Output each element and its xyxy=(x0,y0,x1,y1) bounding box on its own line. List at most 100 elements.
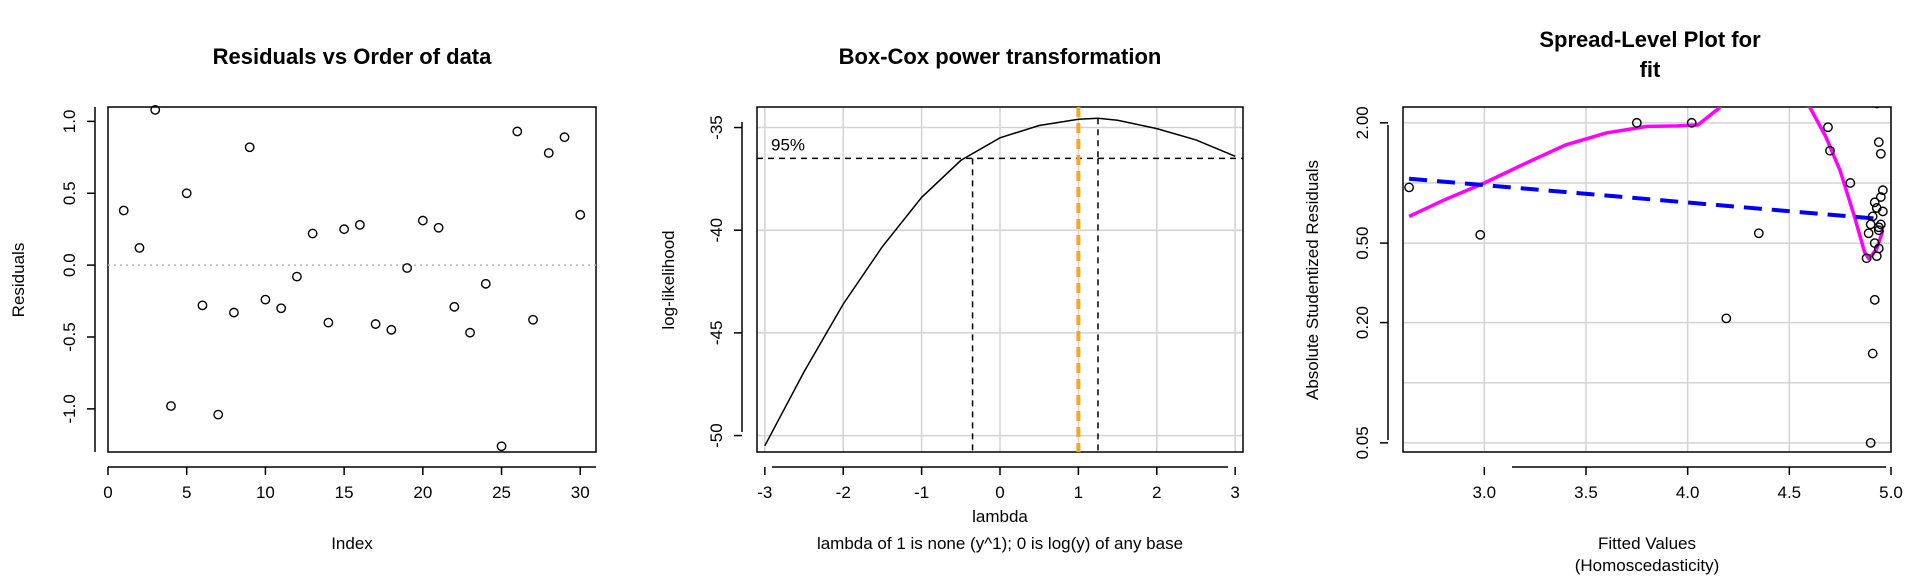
data-point xyxy=(417,215,428,226)
y-tick-label: -1.0 xyxy=(60,394,79,423)
x-tick-labels: -3 -2 -1 0 1 2 3 xyxy=(757,467,1240,502)
x-tick-labels: 0 5 10 15 20 25 30 xyxy=(103,467,590,502)
x-tick-label: 3 xyxy=(1230,483,1239,502)
data-point xyxy=(1869,238,1880,248)
data-point xyxy=(1875,148,1886,159)
plot-contents xyxy=(1404,107,1888,448)
x-tick-label: 1 xyxy=(1074,483,1083,502)
y-axis-label: log-likelihood xyxy=(659,230,678,329)
data-point xyxy=(197,300,208,311)
x-axis-label-line-2: (Homoscedasticity) xyxy=(1575,556,1720,575)
confidence-lines xyxy=(757,118,1243,452)
data-point xyxy=(402,263,412,273)
x-tick-label: 4.5 xyxy=(1778,483,1802,502)
y-tick-labels: 0.05 0.20 0.50 2.00 xyxy=(1353,106,1388,459)
y-tick-label: 0.05 xyxy=(1353,426,1372,459)
x-tick-label: 2 xyxy=(1152,483,1161,502)
data-point xyxy=(496,441,507,452)
data-point xyxy=(1873,225,1884,236)
data-point xyxy=(213,409,224,420)
y-tick-label: 0.0 xyxy=(60,253,79,277)
data-point xyxy=(512,126,523,137)
y-tick-label: -50 xyxy=(707,423,726,448)
data-point xyxy=(1877,185,1888,196)
data-point xyxy=(543,148,554,158)
data-point xyxy=(1873,222,1884,233)
plot-frame xyxy=(107,106,597,453)
x-axis-label: Index xyxy=(331,534,373,553)
grid-lines xyxy=(1403,107,1892,452)
x-tick-label: 30 xyxy=(571,483,590,502)
data-point xyxy=(292,271,302,282)
data-point xyxy=(1869,197,1880,208)
y-tick-labels: -1.0 -0.5 0.0 0.5 1.0 xyxy=(60,110,95,424)
y-tick-label: 0.5 xyxy=(60,181,79,205)
panel-spread-level: Spread-Level Plot for fit Fitted Values … xyxy=(1303,27,1903,575)
ci-label: 95% xyxy=(771,135,805,154)
data-point xyxy=(1863,228,1874,239)
log-likelihood-curve xyxy=(764,117,1236,447)
x-tick-label: 20 xyxy=(413,483,432,502)
data-point xyxy=(559,132,570,143)
x-tick-label: 10 xyxy=(256,483,275,502)
data-point xyxy=(1865,219,1876,230)
data-point xyxy=(433,222,444,233)
data-point xyxy=(1845,178,1856,188)
data-point xyxy=(449,301,460,312)
data-point xyxy=(1873,107,1881,109)
data-point xyxy=(480,278,491,289)
x-tick-label: -2 xyxy=(836,483,851,502)
y-tick-label: -0.5 xyxy=(60,322,79,351)
data-point xyxy=(118,205,129,216)
data-point xyxy=(1871,251,1882,262)
y-axis-label: Residuals xyxy=(9,243,28,318)
y-tick-label: -40 xyxy=(707,218,726,243)
y-tick-label: -35 xyxy=(707,115,726,140)
y-tick-label: 0.20 xyxy=(1353,306,1372,339)
data-point xyxy=(323,317,334,328)
x-tick-label: 4.0 xyxy=(1676,483,1700,502)
grid-lines xyxy=(757,107,1243,452)
data-point xyxy=(1867,348,1878,359)
y-tick-label: 2.00 xyxy=(1353,106,1372,139)
data-point xyxy=(1753,228,1764,239)
panel-box-cox: Box-Cox power transformation lambda lamb… xyxy=(659,44,1244,553)
y-tick-label: 0.50 xyxy=(1353,227,1372,260)
data-point xyxy=(1631,117,1642,128)
data-point xyxy=(1867,211,1878,222)
x-tick-label: -3 xyxy=(757,483,772,502)
data-point xyxy=(386,324,397,335)
data-point xyxy=(229,307,239,318)
data-point xyxy=(166,401,176,411)
x-axis-label-line-1: Fitted Values xyxy=(1598,534,1696,553)
data-point xyxy=(1825,145,1835,156)
y-tick-labels: -50 -45 -40 -35 xyxy=(707,115,742,448)
x-tick-label: 15 xyxy=(335,483,354,502)
data-point xyxy=(370,319,381,329)
data-point xyxy=(150,104,161,115)
y-tick-label: -45 xyxy=(707,321,726,346)
x-tick-labels: 3.0 3.5 4.0 4.5 5.0 xyxy=(1473,467,1903,502)
smoother-line xyxy=(1408,107,1885,261)
chart-title: Box-Cox power transformation xyxy=(839,44,1162,69)
data-point xyxy=(1873,137,1884,148)
data-point xyxy=(1475,229,1486,240)
x-tick-label: 5 xyxy=(182,483,191,502)
data-point xyxy=(339,224,350,235)
x-tick-label: -1 xyxy=(914,483,929,502)
y-axis-label: Absolute Studentized Residuals xyxy=(1303,160,1322,400)
x-tick-label: 3.0 xyxy=(1473,483,1497,502)
data-point xyxy=(465,327,475,338)
data-point xyxy=(1823,122,1833,133)
data-point xyxy=(354,219,365,230)
plot-frame xyxy=(1402,106,1892,453)
plot-frame xyxy=(756,106,1244,453)
data-point xyxy=(1875,192,1886,202)
data-point xyxy=(575,209,586,220)
data-point xyxy=(1686,117,1697,128)
data-point xyxy=(528,314,538,325)
data-point xyxy=(276,303,287,314)
x-tick-label: 3.5 xyxy=(1574,483,1598,502)
data-point xyxy=(244,142,255,153)
data-point xyxy=(260,294,271,305)
